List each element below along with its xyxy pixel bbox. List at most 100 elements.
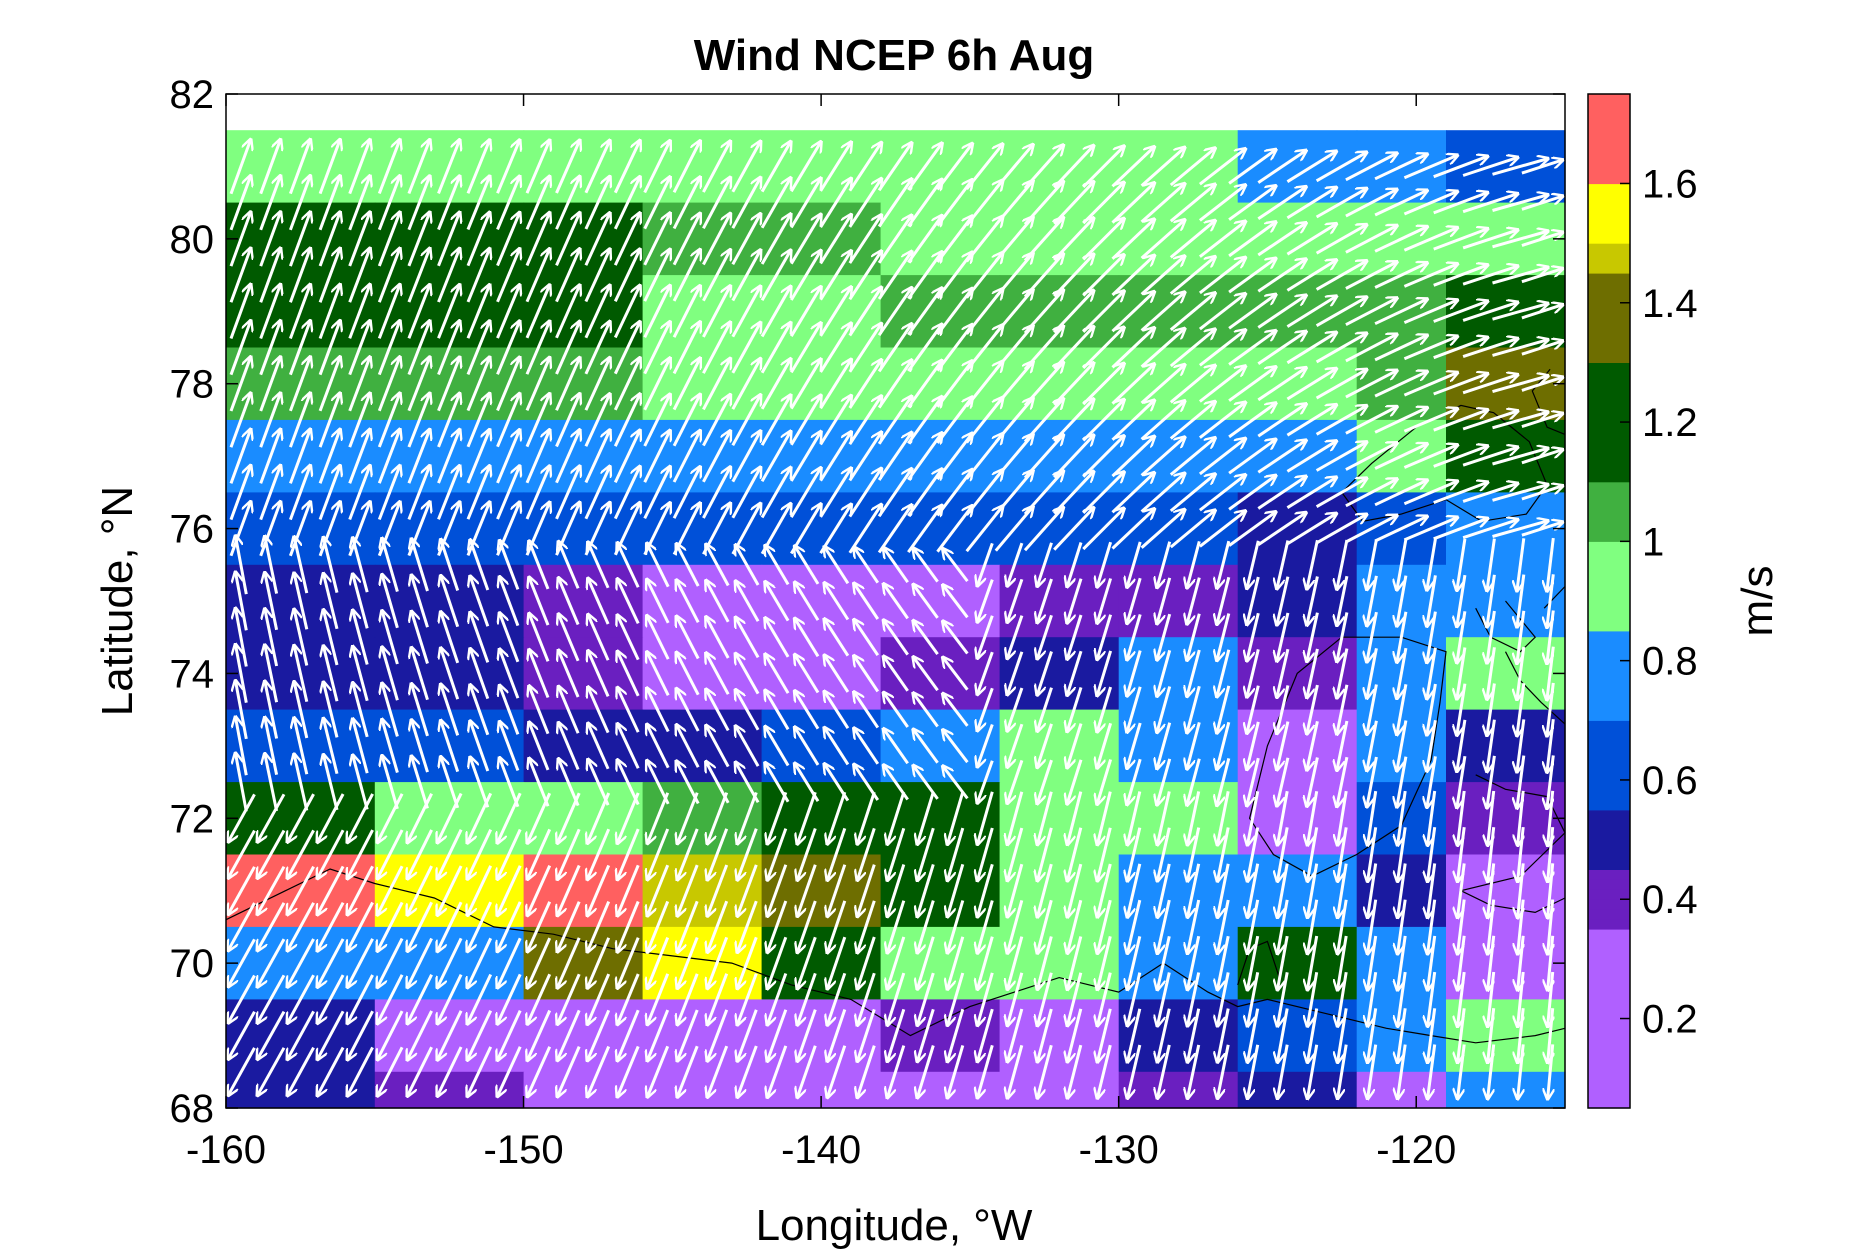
x-tick-label: -160 — [186, 1128, 266, 1172]
speed-cell — [523, 492, 644, 566]
wind-arrow — [1067, 614, 1083, 660]
wind-arrow — [1257, 404, 1306, 438]
colorbar-swatch — [1588, 839, 1630, 851]
wind-arrow — [1277, 540, 1290, 590]
wind-arrow — [1492, 376, 1549, 394]
wind-arrow — [259, 175, 281, 231]
wind-arrow — [643, 466, 671, 520]
wind-arrow — [735, 689, 760, 731]
speed-cell — [761, 637, 882, 711]
wind-arrow — [1403, 300, 1457, 324]
wind-arrow — [1307, 757, 1319, 807]
colorbar-swatch — [1588, 108, 1630, 125]
wind-arrow — [1547, 610, 1555, 664]
wind-arrow — [555, 357, 580, 411]
wind-arrow — [470, 540, 490, 591]
wind-arrow — [348, 248, 370, 303]
wind-arrow — [407, 321, 430, 376]
wind-arrow — [470, 648, 490, 700]
wind-vectors — [228, 139, 1563, 1099]
wind-arrow — [259, 465, 281, 521]
wind-arrow — [229, 320, 251, 376]
wind-arrow — [525, 140, 550, 194]
wind-arrow — [1217, 576, 1231, 624]
wind-arrow — [1037, 687, 1053, 732]
wind-arrow — [1277, 790, 1289, 845]
wind-arrow — [437, 357, 460, 412]
wind-arrow — [287, 793, 315, 842]
wind-arrow — [525, 393, 550, 448]
wind-arrow — [1517, 538, 1526, 591]
wind-arrow — [1433, 446, 1488, 468]
wind-arrow — [706, 653, 730, 695]
wind-arrow — [1457, 683, 1467, 736]
colorbar-swatch — [1588, 347, 1630, 363]
wind-arrow — [1217, 758, 1231, 805]
wind-arrow — [407, 176, 430, 231]
wind-arrow — [617, 687, 640, 733]
wind-arrow — [883, 620, 909, 656]
wind-arrow — [1462, 194, 1518, 214]
wind-arrow — [1492, 267, 1549, 285]
colorbar-swatch — [1588, 859, 1630, 870]
colorbar-swatch — [1588, 690, 1630, 706]
wind-arrow — [848, 396, 882, 446]
x-axis-label: Longitude, °W — [756, 1201, 1033, 1250]
wind-arrow — [353, 755, 369, 810]
wind-arrow — [1157, 758, 1172, 805]
wind-arrow — [407, 139, 430, 195]
wind-arrow — [1367, 648, 1378, 698]
wind-arrow — [318, 320, 340, 376]
wind-arrow — [1307, 790, 1319, 845]
wind-arrow — [496, 176, 520, 230]
wind-arrow — [1157, 577, 1172, 624]
wind-arrow — [496, 212, 520, 267]
wind-arrow — [1345, 189, 1397, 218]
wind-arrow — [1521, 413, 1563, 429]
wind-arrow — [977, 791, 994, 845]
wind-arrow — [1157, 686, 1172, 733]
wind-arrow — [1140, 473, 1185, 513]
wind-arrow — [1403, 155, 1457, 180]
wind-arrow — [1127, 577, 1142, 624]
wind-arrow — [407, 429, 430, 484]
wind-arrow — [1198, 330, 1246, 367]
colorbar-swatch — [1588, 362, 1630, 383]
wind-arrow — [525, 248, 550, 303]
wind-arrow — [760, 286, 791, 338]
wind-arrow — [1337, 612, 1349, 662]
wind-arrow — [790, 286, 821, 337]
wind-arrow — [347, 793, 374, 843]
wind-arrow — [265, 645, 279, 703]
wind-arrow — [1169, 184, 1216, 223]
wind-arrow — [353, 682, 369, 738]
wind-arrow — [848, 468, 882, 518]
wind-arrow — [1345, 479, 1397, 508]
wind-arrow — [647, 724, 670, 769]
wind-arrow — [1521, 268, 1563, 284]
wind-arrow — [1398, 790, 1407, 845]
wind-arrow — [235, 680, 248, 740]
wind-arrow — [411, 539, 429, 592]
wind-arrow — [1492, 521, 1549, 538]
wind-arrow — [824, 655, 850, 693]
colorbar-swatch — [1588, 168, 1630, 185]
wind-arrow — [265, 536, 279, 594]
wind-arrow — [1338, 790, 1348, 845]
wind-arrow — [318, 429, 340, 484]
wind-arrow — [318, 465, 340, 521]
wind-arrow — [1247, 685, 1260, 734]
wind-arrow — [819, 287, 852, 337]
wind-arrow — [1067, 723, 1083, 769]
wind-arrow — [377, 829, 404, 879]
wind-arrow — [913, 657, 939, 692]
wind-arrow — [499, 757, 520, 808]
wind-arrow — [1315, 333, 1367, 364]
y-tick-label: 80 — [170, 218, 215, 262]
speed-cell — [761, 419, 882, 493]
wind-arrow — [1457, 611, 1467, 663]
wind-arrow — [790, 142, 821, 193]
wind-arrow — [496, 248, 520, 303]
wind-arrow — [1198, 475, 1246, 512]
wind-arrow — [767, 791, 788, 844]
